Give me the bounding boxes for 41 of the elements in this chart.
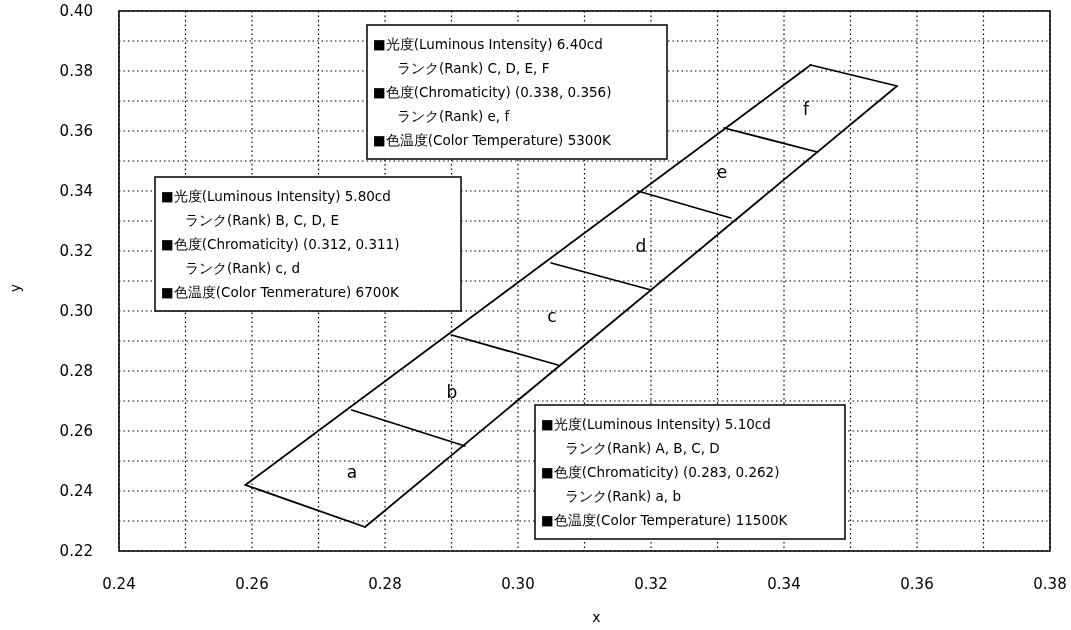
annotation: ランク(Rank) c, d <box>185 260 301 276</box>
annotation: ■光度(Luminous Intensity) 6.40cd <box>373 36 603 52</box>
annotation: d <box>635 236 647 256</box>
x-tick-label: 0.26 <box>235 575 269 593</box>
y-tick-label: 0.38 <box>59 62 93 80</box>
y-tick-label: 0.26 <box>59 422 93 440</box>
annotation: ■色度(Chromaticity) (0.312, 0.311) <box>161 236 400 252</box>
annotation: ■色度(Chromaticity) (0.283, 0.262) <box>541 464 780 480</box>
annotation: f <box>803 99 810 119</box>
annotation: ■光度(Luminous Intensity) 5.10cd <box>541 416 771 432</box>
annotation: ランク(Rank) e, f <box>397 108 511 124</box>
x-tick-label: 0.34 <box>767 575 801 593</box>
y-tick-label: 0.28 <box>59 362 93 380</box>
annotation: c <box>547 306 557 326</box>
x-tick-label: 0.24 <box>102 575 136 593</box>
y-tick-label: 0.22 <box>59 542 93 560</box>
y-axis-title: y <box>7 283 23 293</box>
annotation: ■光度(Luminous Intensity) 5.80cd <box>161 188 391 204</box>
y-tick-label: 0.34 <box>59 182 93 200</box>
annotation: ■色温度(Color Temperature) 5300K <box>373 132 612 148</box>
x-axis-title: x <box>592 609 601 625</box>
annotation: ランク(Rank) C, D, E, F <box>397 60 550 76</box>
annotation: a <box>346 462 358 482</box>
y-tick-label: 0.24 <box>59 482 93 500</box>
annotation: ランク(Rank) A, B, C, D <box>565 440 720 456</box>
annotation: ランク(Rank) a, b <box>565 488 681 504</box>
annotation: ランク(Rank) B, C, D, E <box>185 212 339 228</box>
y-tick-label: 0.36 <box>59 122 93 140</box>
x-tick-label: 0.36 <box>900 575 934 593</box>
y-tick-label: 0.30 <box>59 302 93 320</box>
annotation: ■色度(Chromaticity) (0.338, 0.356) <box>373 84 612 100</box>
annotation: ■色温度(Color Temperature) 11500K <box>541 512 789 528</box>
y-tick-label: 0.32 <box>59 242 93 260</box>
annotation: b <box>446 382 458 402</box>
x-tick-label: 0.28 <box>368 575 402 593</box>
x-tick-label: 0.30 <box>501 575 535 593</box>
y-tick-label: 0.40 <box>59 2 93 20</box>
x-tick-label: 0.32 <box>634 575 668 593</box>
annotation: e <box>716 162 728 182</box>
annotation: ■色温度(Color Tenmerature) 6700K <box>161 284 400 300</box>
x-tick-label: 0.38 <box>1033 575 1067 593</box>
